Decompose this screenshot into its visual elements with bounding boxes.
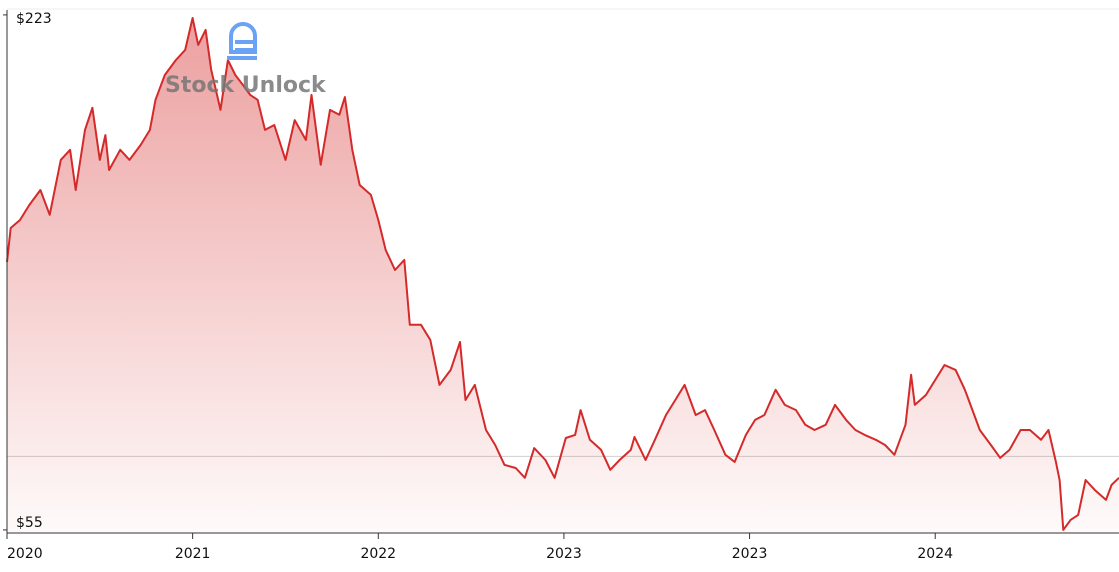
x-tick-label: 2021 [175, 546, 211, 562]
watermark: Stock Unlock [165, 73, 327, 98]
x-tick-label: 2023 [732, 546, 768, 562]
plot: $223 $55 [3, 10, 1119, 539]
y-tick-label: $55 [16, 515, 43, 531]
area-fill [7, 18, 1119, 533]
x-tick-label: 2024 [917, 546, 953, 562]
price-line [6, 17, 1119, 531]
x-tick-label: 2022 [360, 546, 396, 562]
x-tick-label: 2020 [7, 546, 43, 562]
x-tick-label: 2023 [546, 546, 582, 562]
logo [227, 22, 257, 60]
y-tick-label: $223 [16, 11, 52, 27]
